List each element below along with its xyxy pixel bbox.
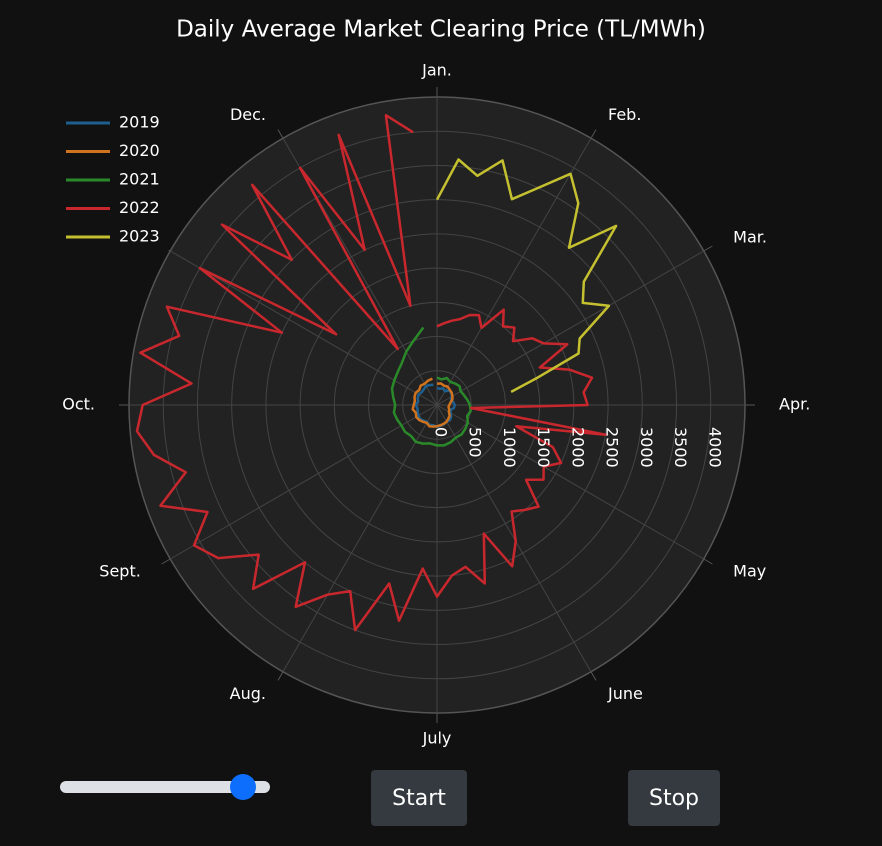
grid-spoke	[436, 138, 592, 406]
radial-tick-label: 3500	[671, 427, 690, 468]
start-button[interactable]: Start	[371, 770, 467, 826]
angular-tick	[590, 671, 597, 681]
angular-tick-label: Jan.	[421, 61, 452, 80]
angular-tick	[161, 558, 171, 565]
series-line	[390, 326, 472, 447]
radial-tick-label: 1500	[534, 427, 553, 468]
angular-tick	[703, 245, 713, 252]
angular-tick-label: Apr.	[779, 395, 810, 414]
angular-tick	[590, 129, 597, 139]
legend-label: 2023	[119, 227, 160, 246]
angular-tick-label: Feb.	[608, 105, 641, 124]
radial-tick-label: 2000	[568, 427, 587, 468]
angular-tick	[277, 671, 284, 681]
grid-spoke	[436, 250, 704, 406]
grid-spoke	[170, 404, 438, 560]
angular-tick-label: Sept.	[99, 562, 141, 581]
chart: Daily Average Market Clearing Price (TL/…	[62, 16, 811, 748]
legend-label: 2021	[119, 170, 160, 189]
angular-tick	[277, 129, 284, 139]
series-line	[411, 377, 454, 428]
angular-tick-label: June	[607, 684, 643, 703]
angular-tick	[703, 558, 713, 565]
angular-tick-label: Mar.	[733, 228, 767, 247]
angular-tick-label: Oct.	[62, 395, 95, 414]
radial-tick-label: 0	[432, 427, 451, 437]
chart-title: Daily Average Market Clearing Price (TL/…	[176, 17, 706, 43]
radial-tick-label: 3000	[637, 427, 656, 468]
slider-track[interactable]	[60, 781, 270, 793]
series-line	[435, 158, 618, 394]
legend-label: 2020	[119, 141, 160, 160]
angular-tick-label: May	[733, 562, 766, 581]
slider-knob[interactable]	[230, 774, 256, 800]
radial-tick-label: 4000	[705, 427, 724, 468]
radial-tick-label: 500	[466, 427, 485, 458]
angular-tick-label: Aug.	[230, 684, 266, 703]
legend-label: 2019	[119, 113, 160, 132]
radial-tick-label: 2500	[603, 427, 622, 468]
angular-tick-label: Dec.	[230, 105, 266, 124]
stop-button[interactable]: Stop	[628, 770, 720, 826]
grid-spoke	[282, 404, 438, 672]
radial-tick-label: 1000	[500, 427, 519, 468]
grid-spoke	[436, 404, 704, 560]
legend-label: 2022	[119, 198, 160, 217]
series-line	[135, 113, 607, 632]
grid-spoke	[436, 404, 592, 672]
angular-tick-label: July	[422, 729, 452, 748]
